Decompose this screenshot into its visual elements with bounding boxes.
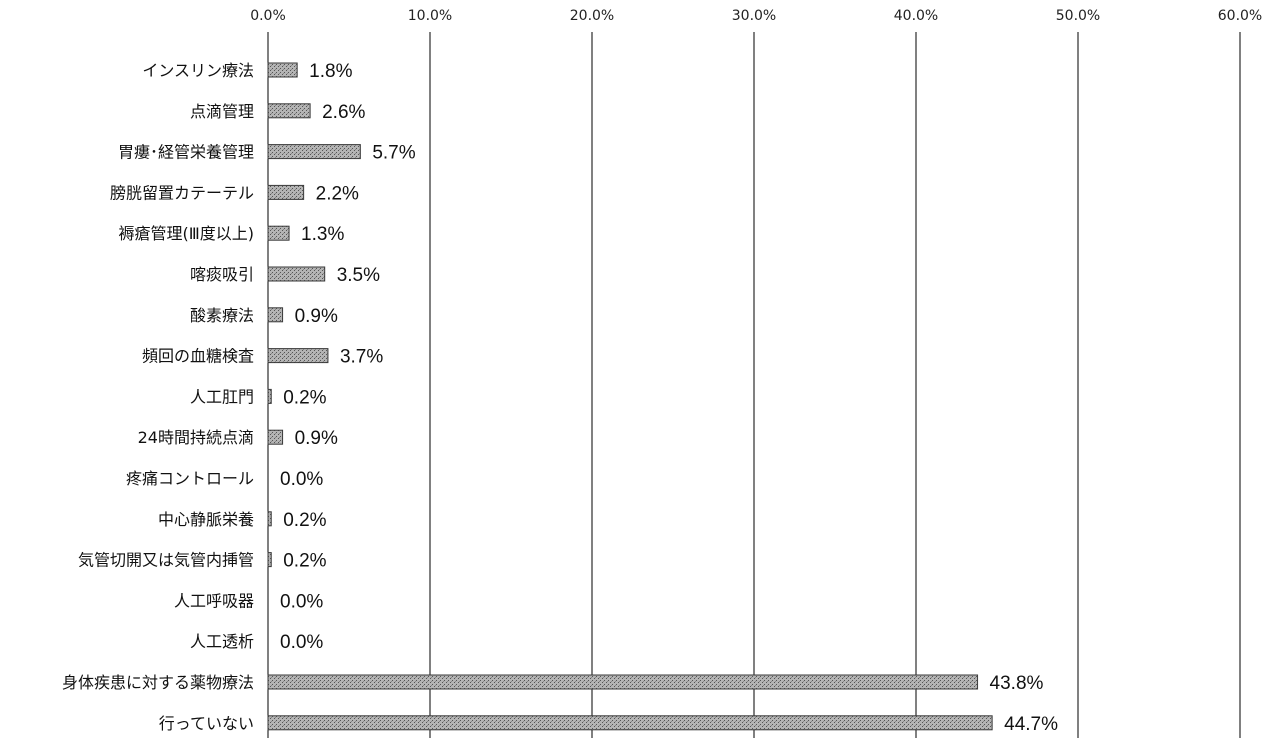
bar — [267, 715, 993, 731]
value-label: 0.2% — [283, 387, 326, 408]
value-label: 2.2% — [316, 183, 359, 204]
category-label: 疼痛コントロール — [126, 469, 254, 488]
bars — [267, 62, 993, 731]
bar — [267, 62, 298, 78]
value-label: 1.8% — [309, 61, 352, 82]
category-label: 身体疾患に対する薬物療法 — [62, 673, 254, 692]
category-label: 点滴管理 — [190, 102, 254, 121]
category-label: 人工呼吸器 — [174, 591, 254, 610]
value-label: 0.0% — [280, 469, 323, 490]
x-tick-label: 10.0% — [408, 8, 452, 24]
bar — [267, 184, 305, 200]
category-label: 酸素療法 — [190, 306, 254, 325]
category-label: 人工肛門 — [190, 387, 254, 406]
category-label: 中心静脈栄養 — [158, 510, 254, 529]
x-tick-label: 20.0% — [570, 8, 614, 24]
value-label: 44.7% — [1004, 714, 1058, 735]
gridlines — [267, 32, 1241, 738]
value-label: 0.0% — [280, 632, 323, 653]
category-label: 人工透析 — [190, 632, 254, 651]
category-label: 膀胱留置カテーテル — [110, 183, 254, 202]
category-label: 気管切開又は気管内挿管 — [78, 551, 254, 570]
bar — [267, 348, 329, 364]
category-label: インスリン療法 — [142, 61, 254, 80]
x-tick-label: 60.0% — [1218, 8, 1262, 24]
bar — [267, 266, 326, 282]
bar — [267, 144, 361, 160]
bar — [267, 307, 284, 323]
value-label: 2.6% — [322, 102, 365, 123]
x-tick-label: 0.0% — [250, 8, 286, 24]
category-label: 喀痰吸引 — [190, 265, 254, 284]
x-tick-label: 50.0% — [1056, 8, 1100, 24]
value-label: 3.7% — [340, 347, 383, 368]
value-label: 0.2% — [283, 510, 326, 531]
value-labels: 1.8%2.6%5.7%2.2%1.3%3.5%0.9%3.7%0.2%0.9%… — [280, 61, 1058, 735]
category-label: 褥瘡管理(Ⅲ度以上) — [118, 224, 254, 243]
x-tick-label: 30.0% — [732, 8, 776, 24]
value-label: 0.2% — [283, 551, 326, 572]
bar — [267, 674, 979, 690]
category-label: 行っていない — [159, 714, 254, 733]
x-axis-ticks: 0.0% 10.0% 20.0% 30.0% 40.0% 50.0% 60.0% — [250, 8, 1262, 24]
category-label: 頻回の血糖検査 — [142, 347, 254, 366]
category-label: 24時間持続点滴 — [138, 428, 254, 447]
bar — [267, 511, 272, 527]
bar — [267, 388, 272, 404]
bar — [267, 225, 290, 241]
value-label: 0.9% — [295, 306, 338, 327]
bar — [267, 429, 284, 445]
bar — [267, 103, 311, 119]
value-label: 5.7% — [372, 143, 415, 164]
value-label: 1.3% — [301, 224, 344, 245]
value-label: 0.0% — [280, 591, 323, 612]
category-label: 胃瘻･経管栄養管理 — [118, 143, 254, 162]
value-label: 0.9% — [295, 428, 338, 449]
x-tick-label: 40.0% — [894, 8, 938, 24]
bar — [267, 552, 272, 568]
value-label: 43.8% — [990, 673, 1044, 694]
value-label: 3.5% — [337, 265, 380, 286]
